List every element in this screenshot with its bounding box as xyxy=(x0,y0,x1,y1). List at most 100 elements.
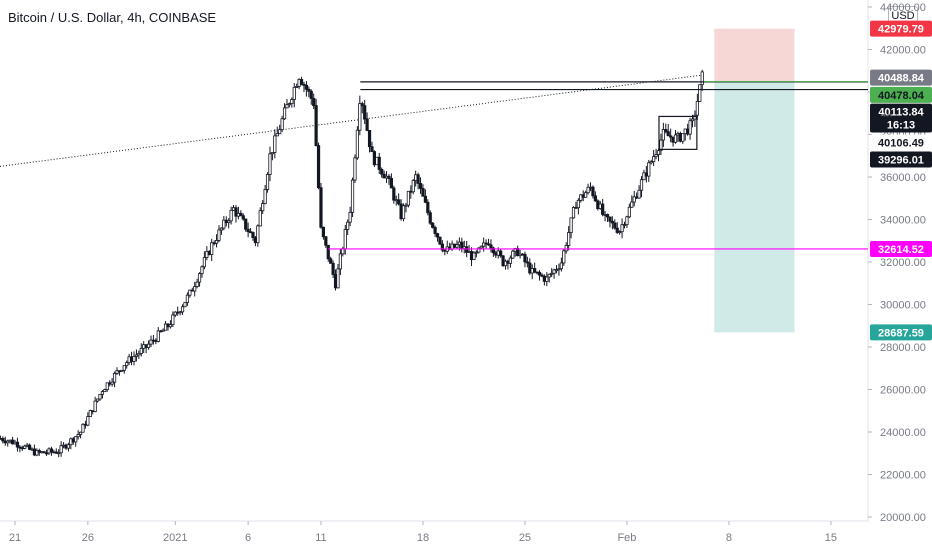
candle[interactable] xyxy=(673,134,678,143)
candle[interactable] xyxy=(210,242,214,255)
candle[interactable] xyxy=(693,114,697,120)
candle[interactable] xyxy=(103,389,107,393)
candle[interactable] xyxy=(171,314,175,325)
candle[interactable] xyxy=(229,209,233,222)
candle[interactable] xyxy=(49,448,54,453)
candle[interactable] xyxy=(275,133,279,137)
candle[interactable] xyxy=(363,105,367,120)
candle[interactable] xyxy=(647,162,651,177)
candle[interactable] xyxy=(314,105,318,146)
candle[interactable] xyxy=(484,242,488,245)
candle[interactable] xyxy=(256,225,260,244)
candle[interactable] xyxy=(358,103,362,131)
candle[interactable] xyxy=(299,79,304,85)
candle[interactable] xyxy=(401,205,406,220)
candle[interactable] xyxy=(321,226,325,238)
candle[interactable] xyxy=(180,306,185,313)
candle[interactable] xyxy=(661,129,665,141)
candle[interactable] xyxy=(584,192,588,198)
candle[interactable] xyxy=(348,211,352,223)
candle[interactable] xyxy=(290,99,294,104)
candle[interactable] xyxy=(149,339,153,345)
candle[interactable] xyxy=(295,86,299,88)
candle[interactable] xyxy=(312,98,316,106)
candle[interactable] xyxy=(57,452,61,455)
candle[interactable] xyxy=(23,445,27,449)
candle[interactable] xyxy=(353,157,357,181)
candle[interactable] xyxy=(547,273,551,278)
candle[interactable] xyxy=(76,434,80,438)
candle[interactable] xyxy=(15,441,20,448)
candle[interactable] xyxy=(698,84,702,102)
candle[interactable] xyxy=(501,255,505,267)
candle[interactable] xyxy=(365,118,369,131)
candle[interactable] xyxy=(59,445,63,454)
candle[interactable] xyxy=(329,258,333,264)
candle[interactable] xyxy=(537,271,542,276)
candle[interactable] xyxy=(637,189,641,199)
candle[interactable] xyxy=(593,195,597,202)
candle[interactable] xyxy=(370,146,374,152)
candle[interactable] xyxy=(511,250,515,259)
candle[interactable] xyxy=(591,186,595,197)
candle[interactable] xyxy=(307,88,311,92)
candle[interactable] xyxy=(168,324,173,328)
candle[interactable] xyxy=(528,262,532,274)
candle[interactable] xyxy=(700,71,704,86)
candle[interactable] xyxy=(258,210,262,227)
candle[interactable] xyxy=(630,201,634,208)
candle[interactable] xyxy=(489,244,493,249)
candle[interactable] xyxy=(605,214,610,218)
candle[interactable] xyxy=(550,272,554,275)
candle[interactable] xyxy=(433,227,437,234)
candle[interactable] xyxy=(367,130,372,148)
candle[interactable] xyxy=(193,286,197,292)
candle[interactable] xyxy=(338,253,342,270)
candle[interactable] xyxy=(217,229,221,241)
candle[interactable] xyxy=(316,145,321,189)
candle[interactable] xyxy=(95,398,100,402)
candle[interactable] xyxy=(649,161,653,164)
candle[interactable] xyxy=(618,231,622,234)
candle[interactable] xyxy=(241,215,245,220)
candle[interactable] xyxy=(477,247,481,253)
candle[interactable] xyxy=(559,262,563,270)
candle[interactable] xyxy=(195,281,199,287)
candle[interactable] xyxy=(545,276,549,282)
candle[interactable] xyxy=(455,244,459,248)
candle[interactable] xyxy=(695,101,699,116)
stop-loss-zone[interactable] xyxy=(714,28,795,82)
candle[interactable] xyxy=(479,245,483,249)
candle[interactable] xyxy=(392,187,396,201)
candle[interactable] xyxy=(620,224,624,233)
candle[interactable] xyxy=(137,352,141,356)
candle[interactable] xyxy=(576,199,580,209)
candle[interactable] xyxy=(622,224,627,227)
candle[interactable] xyxy=(282,107,287,120)
candle[interactable] xyxy=(219,227,224,231)
candle[interactable] xyxy=(380,169,384,175)
candle[interactable] xyxy=(654,154,658,157)
candle[interactable] xyxy=(163,323,168,331)
candle[interactable] xyxy=(336,268,340,289)
candle[interactable] xyxy=(586,186,590,194)
candle[interactable] xyxy=(42,451,46,454)
candle[interactable] xyxy=(156,330,160,342)
candle[interactable] xyxy=(659,139,663,152)
candle[interactable] xyxy=(440,243,444,251)
candle[interactable] xyxy=(486,243,491,246)
candle[interactable] xyxy=(324,236,328,246)
candle[interactable] xyxy=(438,236,442,245)
candle[interactable] xyxy=(552,269,556,274)
candle[interactable] xyxy=(263,189,267,205)
candle[interactable] xyxy=(377,156,381,170)
candle[interactable] xyxy=(474,251,478,254)
candle[interactable] xyxy=(227,220,231,224)
candle[interactable] xyxy=(100,391,105,395)
candle[interactable] xyxy=(244,218,248,230)
candle[interactable] xyxy=(431,222,435,228)
candle[interactable] xyxy=(251,232,255,238)
candle[interactable] xyxy=(411,180,415,193)
candle[interactable] xyxy=(246,228,250,233)
candle[interactable] xyxy=(540,274,544,277)
